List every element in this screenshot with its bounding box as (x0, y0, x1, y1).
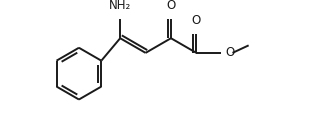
Text: O: O (226, 46, 235, 59)
Text: NH₂: NH₂ (109, 0, 131, 12)
Text: O: O (166, 0, 176, 12)
Text: O: O (192, 14, 201, 27)
